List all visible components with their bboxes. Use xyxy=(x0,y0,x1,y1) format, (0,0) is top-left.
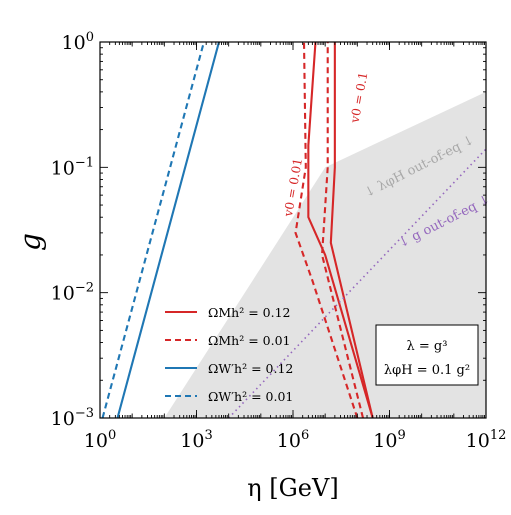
y-axis-label: g xyxy=(14,233,47,251)
x-axis-label: η [GeV] xyxy=(247,474,338,502)
legend-label: ΩW′h² = 0.01 xyxy=(208,389,293,404)
legend-label: ΩMh² = 0.12 xyxy=(208,305,290,320)
series-line-5 xyxy=(329,42,374,418)
y-tick-label: 10−1 xyxy=(51,155,94,179)
x-tick-label: 109 xyxy=(373,428,405,452)
y-tick-label: 100 xyxy=(62,30,94,54)
x-tick-label: 100 xyxy=(84,428,116,452)
parameter-textbox: λ = g³ λφH = 0.1 g² xyxy=(375,324,479,386)
series-line-2 xyxy=(101,42,205,418)
legend-label: ΩW′h² = 0.12 xyxy=(208,361,293,376)
textbox-line-2: λφH = 0.1 g² xyxy=(384,363,470,378)
series-line-7 xyxy=(228,148,486,418)
series-line-4 xyxy=(294,42,359,418)
y-tick-label: 10−3 xyxy=(51,406,94,430)
legend-label: ΩMh² = 0.01 xyxy=(208,333,290,348)
textbox-line-1: λ = g³ xyxy=(407,339,448,354)
y-tick-label: 10−2 xyxy=(51,281,94,305)
v0-0.1-label: v0 = 0.1 xyxy=(348,71,371,125)
x-tick-label: 103 xyxy=(180,428,212,452)
series-line-1 xyxy=(116,42,220,418)
x-tick-label: 106 xyxy=(277,428,309,452)
x-tick-label: 1012 xyxy=(466,428,507,452)
legend: ΩMh² = 0.12 ΩMh² = 0.01 ΩW′h² = 0.12 ΩW′h² … xyxy=(165,305,293,404)
series-line-3 xyxy=(307,42,374,418)
series-line-6 xyxy=(320,42,365,418)
